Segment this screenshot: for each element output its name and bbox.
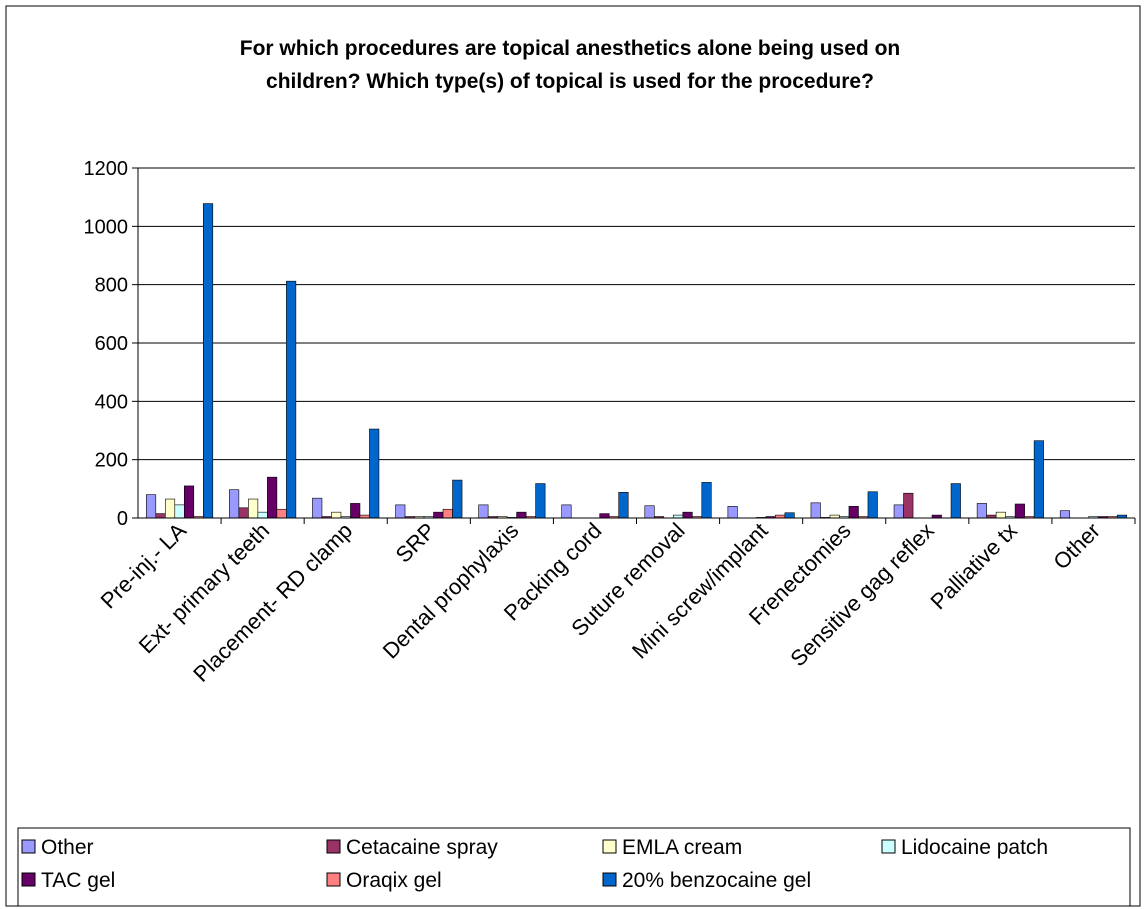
bar	[350, 503, 361, 519]
legend-label: Lidocaine patch	[901, 836, 1048, 859]
gridlines	[138, 167, 1135, 461]
bar	[145, 494, 157, 519]
bar	[810, 502, 821, 519]
bar	[312, 497, 323, 519]
legend-box	[17, 827, 1131, 907]
bar	[369, 428, 380, 519]
chart-title-line-2: children? Which type(s) of topical is us…	[266, 70, 874, 93]
y-tick-label: 1000	[84, 216, 129, 238]
bar	[701, 482, 712, 519]
bar	[286, 280, 297, 519]
bar	[682, 511, 693, 519]
y-tick-label: 800	[95, 275, 128, 297]
axes	[137, 168, 1136, 524]
chart-border	[5, 5, 1141, 907]
legend-label: EMLA cream	[622, 836, 742, 859]
bar	[618, 492, 629, 519]
bar	[267, 476, 278, 519]
y-tick-label: 600	[95, 333, 128, 355]
legend-swatch	[326, 872, 341, 887]
y-axis-ticks: 0 200 400 600 800 1000 1200	[84, 158, 138, 530]
y-tick-label: 400	[95, 391, 128, 413]
bar	[238, 507, 249, 519]
bar	[174, 504, 185, 519]
bar	[183, 485, 195, 519]
bar	[903, 492, 914, 519]
legend-swatch	[602, 839, 617, 854]
y-tick-label: 0	[117, 508, 128, 530]
legend-swatch	[21, 872, 36, 887]
bar	[155, 513, 166, 519]
bar	[248, 498, 259, 519]
legend-swatch	[21, 839, 36, 854]
y-tick-label: 200	[95, 450, 128, 472]
bar	[478, 504, 489, 519]
legend-swatch	[602, 872, 617, 887]
legend: Other Cetacaine spray EMLA cream Lidocaine …	[17, 827, 1131, 907]
bar	[976, 503, 987, 519]
bar	[1033, 440, 1044, 519]
bar	[950, 483, 961, 519]
bar	[561, 504, 572, 519]
bar	[229, 489, 240, 519]
legend-label: 20% benzocaine gel	[622, 869, 811, 892]
bar	[867, 491, 878, 519]
bar	[1014, 503, 1025, 519]
bar	[535, 483, 546, 519]
bar	[257, 511, 268, 519]
bar	[276, 508, 287, 519]
bar	[848, 506, 859, 519]
bar	[395, 504, 406, 519]
bar	[516, 511, 527, 519]
legend-label: Cetacaine spray	[346, 836, 498, 859]
chart-title-line-1: For which procedures are topical anesthe…	[240, 37, 901, 60]
bar	[433, 511, 444, 519]
bar	[727, 506, 738, 519]
bar	[202, 203, 214, 519]
bar	[452, 479, 463, 519]
legend-label: TAC gel	[41, 869, 115, 892]
bar	[164, 498, 176, 519]
legend-swatch	[881, 839, 896, 854]
bar	[995, 511, 1006, 519]
legend-label: Other	[41, 836, 94, 859]
bar	[893, 504, 904, 519]
bar	[644, 505, 655, 519]
bar	[599, 513, 610, 519]
legend-label: Oraqix gel	[346, 869, 442, 892]
bar	[331, 511, 342, 519]
legend-swatch	[326, 839, 341, 854]
bar	[784, 512, 795, 519]
bars	[145, 203, 1128, 519]
bar	[1059, 510, 1071, 519]
y-tick-label: 1200	[84, 158, 129, 180]
bar	[442, 508, 453, 519]
